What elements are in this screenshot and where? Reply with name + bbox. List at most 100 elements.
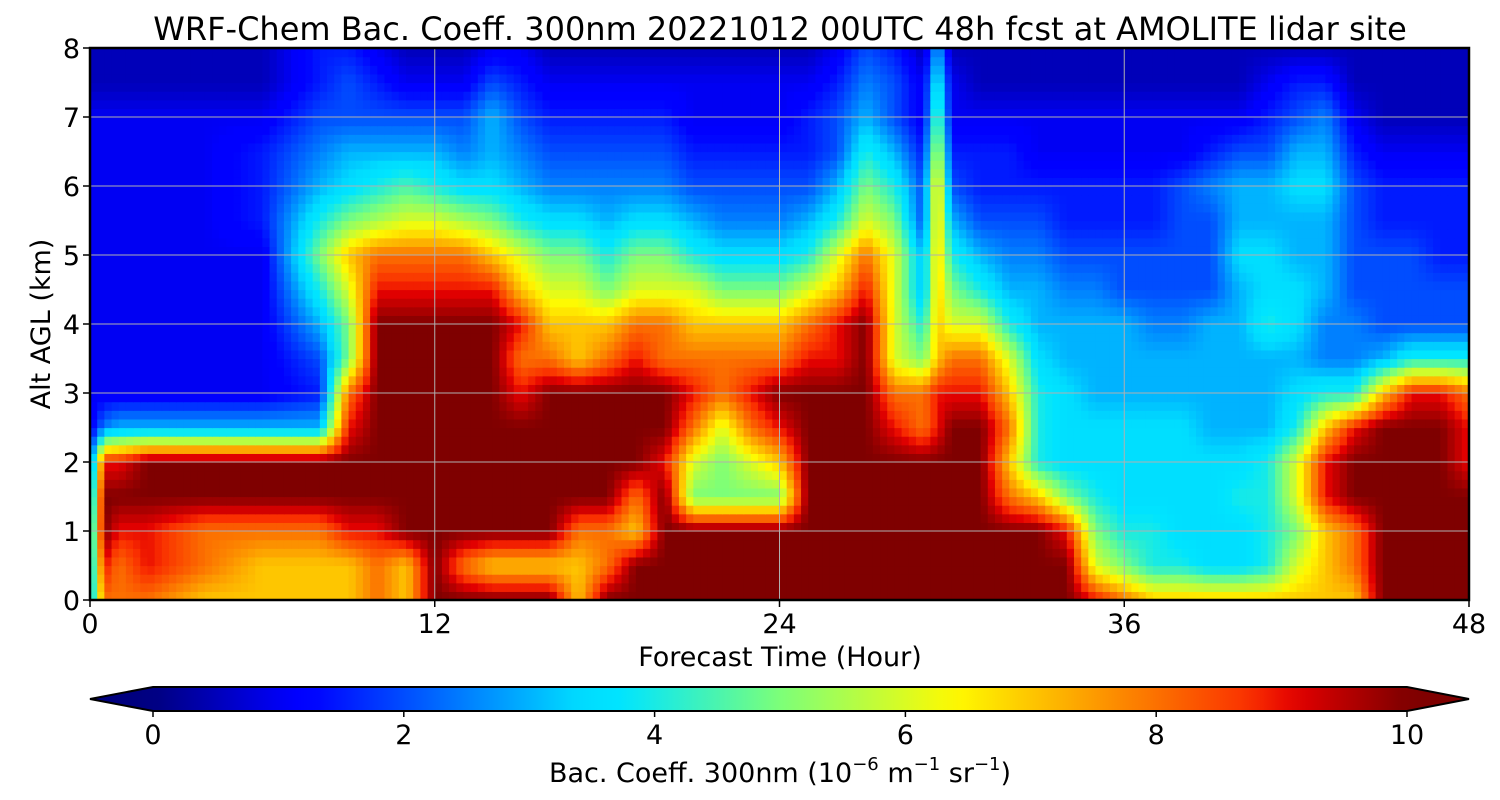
heatmap-cell [348, 470, 357, 480]
heatmap-cell [564, 375, 572, 385]
heatmap-cell [693, 393, 702, 403]
heatmap-cell [707, 462, 716, 472]
heatmap-cell [643, 574, 651, 584]
heatmap-cell [477, 427, 486, 437]
heatmap-cell [714, 505, 723, 515]
heatmap-cell [161, 418, 170, 429]
heatmap-cell [564, 505, 572, 515]
heatmap-cell [578, 384, 587, 394]
heatmap-cell [441, 401, 450, 411]
heatmap-cell [994, 496, 1003, 506]
heatmap-cell [736, 522, 745, 532]
heatmap-cell [492, 462, 500, 472]
heatmap-cell [535, 427, 544, 437]
heatmap-cell [391, 444, 400, 454]
heatmap-cell [427, 436, 436, 446]
heatmap-cell [1217, 384, 1226, 394]
heatmap-cell [1461, 522, 1469, 532]
heatmap-cell [1418, 496, 1427, 506]
heatmap-cell [391, 384, 400, 394]
heatmap-cell [657, 462, 666, 472]
heatmap-cell [506, 591, 515, 600]
heatmap-cell [994, 513, 1003, 523]
heatmap-cell [621, 487, 630, 498]
heatmap-cell [1152, 479, 1161, 489]
heatmap-cell [1375, 401, 1384, 411]
heatmap-cell [621, 539, 630, 549]
heatmap-cell [305, 591, 314, 600]
heatmap-cell [362, 582, 371, 592]
heatmap-cell [1461, 531, 1469, 541]
heatmap-cell [549, 505, 558, 515]
heatmap-cell [980, 513, 989, 523]
heatmap-cell [987, 505, 996, 515]
heatmap-cell [973, 565, 982, 575]
heatmap-cell [528, 453, 536, 463]
heatmap-cell [420, 427, 429, 437]
heatmap-cell [571, 539, 579, 549]
heatmap-cell [1440, 522, 1449, 532]
heatmap-cell [305, 556, 314, 567]
heatmap-cell [714, 375, 723, 385]
heatmap-cell [1152, 496, 1161, 506]
heatmap-cell [1181, 375, 1190, 385]
heatmap-cell [1210, 401, 1219, 411]
heatmap-cell [1346, 393, 1355, 403]
heatmap-cell [176, 531, 184, 541]
heatmap-cell [513, 505, 522, 515]
heatmap-cell [1217, 591, 1226, 600]
heatmap-cell [1275, 418, 1283, 429]
heatmap-cell [377, 384, 386, 394]
heatmap-cell [1224, 548, 1233, 558]
heatmap-cell [793, 427, 802, 437]
heatmap-cell [1267, 591, 1276, 600]
heatmap-cell [1145, 479, 1154, 489]
heatmap-cell [542, 462, 551, 472]
heatmap-cell [700, 453, 709, 463]
heatmap-cell [97, 574, 105, 584]
heatmap-cell [1088, 375, 1097, 385]
heatmap-cell [1210, 479, 1219, 489]
heatmap-cell [714, 479, 723, 489]
heatmap-cell [1066, 565, 1075, 575]
heatmap-cell [872, 384, 881, 394]
heatmap-cell [104, 531, 113, 541]
heatmap-cell [1361, 496, 1370, 506]
heatmap-cell [549, 574, 558, 584]
heatmap-cell [1102, 470, 1111, 480]
heatmap-cell [923, 539, 931, 549]
heatmap-cell [707, 582, 716, 592]
heatmap-cell [678, 436, 687, 446]
heatmap-cell [1253, 539, 1262, 549]
heatmap-cell [1188, 427, 1197, 437]
heatmap-cell [1095, 436, 1104, 446]
heatmap-cell [362, 496, 371, 506]
heatmap-cell [1052, 574, 1061, 584]
heatmap-cell [980, 418, 989, 429]
heatmap-cell [1160, 574, 1168, 584]
heatmap-cell [937, 548, 946, 558]
heatmap-cell [1196, 384, 1204, 394]
heatmap-cell [1425, 418, 1434, 429]
heatmap-cell [348, 505, 357, 515]
heatmap-cell [1016, 479, 1025, 489]
heatmap-cell [1318, 522, 1326, 532]
heatmap-cell [1138, 548, 1147, 558]
heatmap-cell [650, 470, 658, 480]
heatmap-cell [1174, 418, 1183, 429]
heatmap-cell [1196, 591, 1204, 600]
heatmap-cell [1102, 444, 1111, 454]
heatmap-cell [1354, 427, 1362, 437]
heatmap-cell [334, 436, 342, 446]
heatmap-cell [398, 436, 407, 446]
heatmap-cell [858, 548, 867, 558]
heatmap-cell [420, 470, 429, 480]
heatmap-cell [1339, 513, 1348, 523]
heatmap-cell [994, 591, 1003, 600]
heatmap-cell [1440, 591, 1449, 600]
heatmap-cell [1339, 591, 1348, 600]
heatmap-cell [686, 513, 694, 523]
heatmap-cell [449, 479, 457, 489]
heatmap-cell [240, 436, 249, 446]
heatmap-cell [1282, 513, 1291, 523]
